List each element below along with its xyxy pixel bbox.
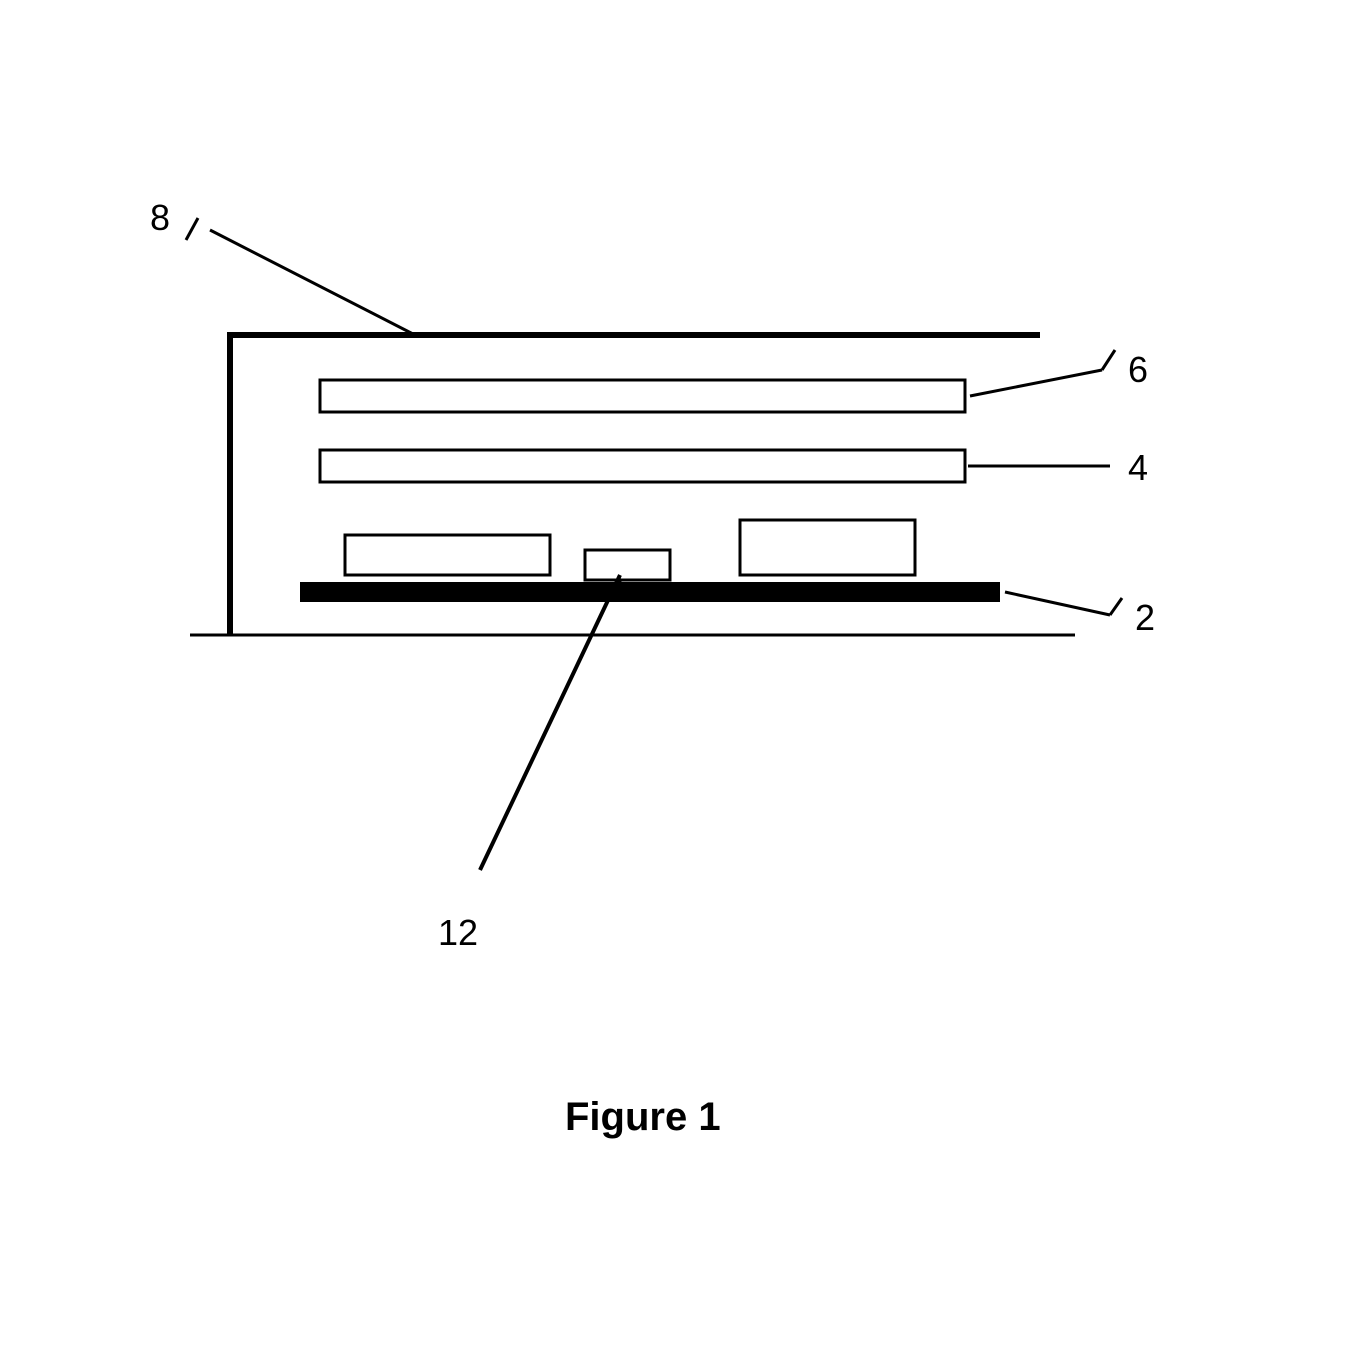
figure-caption: Figure 1 xyxy=(565,1095,721,1139)
base-slab xyxy=(300,582,1000,602)
label-4: 4 xyxy=(1128,447,1148,488)
label-8: 8 xyxy=(150,197,170,238)
label-2: 2 xyxy=(1135,597,1155,638)
label-6: 6 xyxy=(1128,349,1148,390)
figure-background xyxy=(0,0,1370,1370)
label-12: 12 xyxy=(438,912,478,953)
